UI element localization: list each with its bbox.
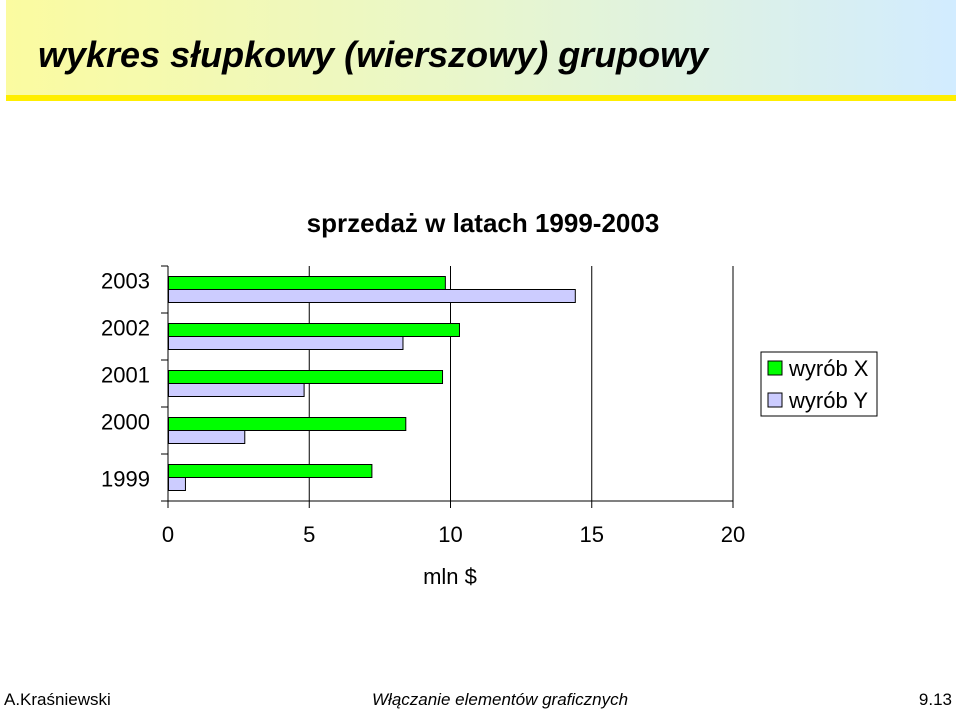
y-tick-label: 2002 [101,316,150,341]
footer-author: A.Kraśniewski [4,690,111,709]
footer-page-number: 9.13 [918,690,952,709]
legend: wyrób X wyrób Y [760,351,878,417]
bar-x-2003 [168,276,446,290]
x-tick-label: 20 [721,522,745,547]
axes [161,265,734,508]
bar-y-2003 [168,289,576,303]
y-tick-label: 2003 [101,269,150,294]
title-underline [6,95,956,101]
bar-x-2000 [168,417,407,431]
bar-y-1999 [168,477,186,491]
chart-title: sprzedaż w latach 1999-2003 [307,208,660,238]
legend-swatch [767,392,783,408]
legend-label: wyrób X [788,356,869,381]
legend-label: wyrób Y [788,388,868,413]
y-tick-label: 1999 [101,467,150,492]
bar-x-1999 [168,464,373,478]
x-axis-label: mln $ [423,564,477,589]
tick-labels: 0 5 10 15 20 1999 2000 2001 2002 2003 [101,269,745,548]
bar-x-2002 [168,323,460,337]
x-tick-label: 10 [438,522,462,547]
bar-y-2001 [168,383,305,397]
slide-title: wykres słupkowy (wierszowy) grupowy [38,34,709,75]
x-tick-label: 15 [580,522,604,547]
legend-swatch [767,360,783,376]
title-banner [6,0,956,100]
bar-y-2000 [168,430,246,444]
x-tick-label: 0 [162,522,174,547]
bar-y-2002 [168,336,404,350]
y-tick-label: 2000 [101,410,150,435]
y-tick-label: 2001 [101,363,150,388]
x-tick-label: 5 [303,522,315,547]
bars [168,276,576,491]
footer-topic: Włączanie elementów graficznych [372,690,629,709]
bar-x-2001 [168,370,444,384]
